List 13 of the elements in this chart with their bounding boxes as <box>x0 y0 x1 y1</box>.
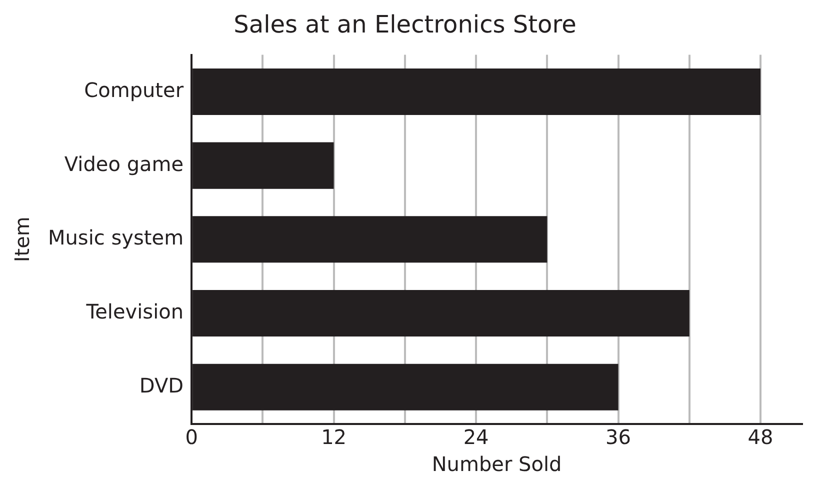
x-tick-label: 48 <box>748 425 774 450</box>
y-tick-label: Television <box>85 299 184 324</box>
x-tick-label: 12 <box>321 425 347 450</box>
y-tick-label: DVD <box>139 373 184 398</box>
y-tick-label: Video game <box>64 152 184 176</box>
chart-title: Sales at an Electronics Store <box>234 10 576 39</box>
x-tick-label: 24 <box>463 425 489 450</box>
x-tick-label: 36 <box>606 425 632 450</box>
x-tick-label: 0 <box>185 425 198 450</box>
x-axis-title: Number Sold <box>432 452 562 476</box>
y-axis-title: Item <box>10 216 34 262</box>
y-tick-label: Computer <box>84 78 184 102</box>
y-tick-label: Music system <box>48 226 184 250</box>
